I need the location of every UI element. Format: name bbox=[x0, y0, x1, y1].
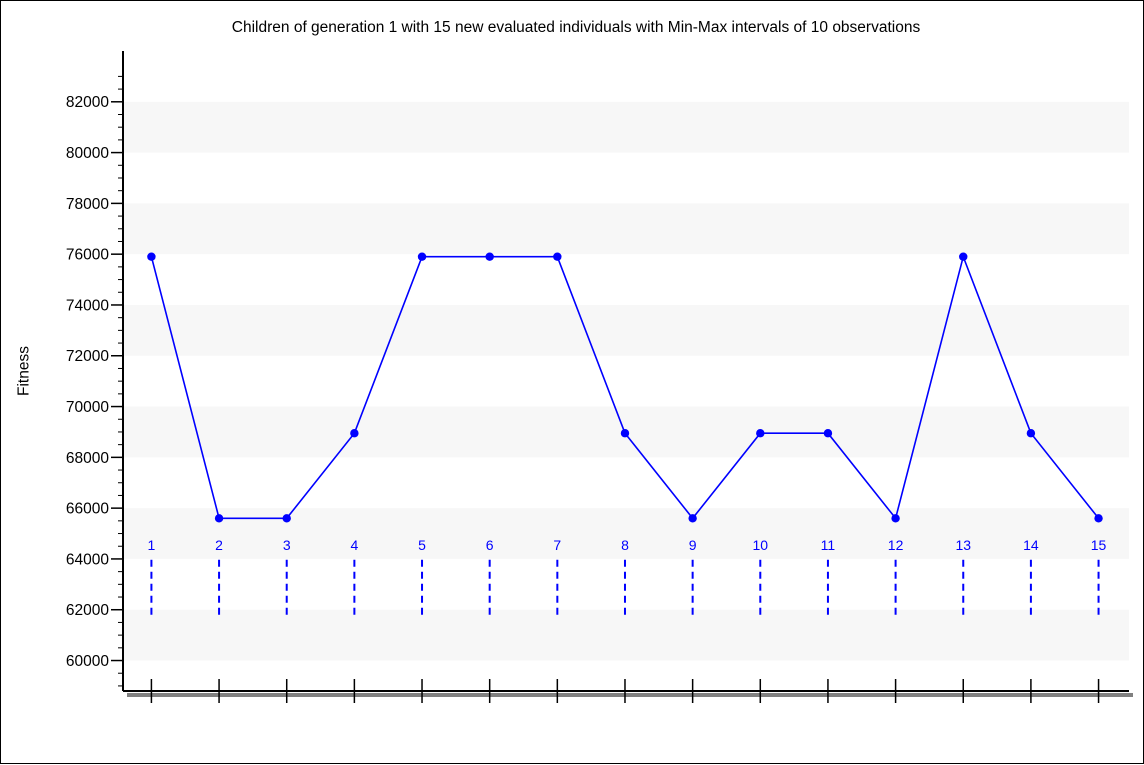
point-label: 7 bbox=[553, 537, 561, 553]
point-label: 14 bbox=[1023, 537, 1039, 553]
point-labels: 1 2 3 4 5 6 7 8 9 10 11 12 13 14 15 bbox=[148, 537, 1107, 553]
grid-band bbox=[123, 304, 1129, 356]
y-tick-label: 66000 bbox=[66, 501, 109, 518]
point-label: 8 bbox=[621, 537, 629, 553]
point-label: 6 bbox=[486, 537, 494, 553]
data-point bbox=[1026, 429, 1036, 438]
y-tick-label: 68000 bbox=[66, 450, 109, 467]
data-point bbox=[214, 514, 224, 523]
point-label: 4 bbox=[350, 537, 358, 553]
y-axis-ticks: 60000 62000 64000 66000 68000 70000 72000 74000… bbox=[66, 75, 123, 687]
grid-bands bbox=[123, 101, 1129, 661]
data-point bbox=[1094, 514, 1103, 523]
grid-band bbox=[123, 609, 1129, 661]
chart-title: Children of generation 1 with 15 new eva… bbox=[232, 19, 921, 36]
grid-band bbox=[123, 101, 1129, 153]
point-label: 15 bbox=[1091, 537, 1107, 553]
y-tick-label: 62000 bbox=[66, 602, 109, 619]
x-axis-ticks bbox=[150, 679, 1100, 703]
y-tick-label: 74000 bbox=[66, 297, 109, 314]
point-label: 1 bbox=[148, 537, 156, 553]
grid-band bbox=[123, 508, 1129, 559]
data-point bbox=[823, 429, 833, 438]
y-axis-label: Fitness bbox=[15, 346, 32, 396]
point-label: 3 bbox=[283, 537, 291, 553]
data-point bbox=[891, 514, 900, 523]
point-label: 11 bbox=[821, 537, 836, 553]
point-label: 13 bbox=[955, 537, 971, 553]
y-tick-label: 76000 bbox=[66, 247, 109, 264]
y-tick-label: 82000 bbox=[66, 94, 109, 111]
series-line bbox=[150, 254, 1100, 521]
data-point bbox=[282, 514, 291, 523]
data-point bbox=[620, 429, 630, 438]
data-point bbox=[417, 252, 427, 261]
y-tick-label: 70000 bbox=[66, 399, 109, 416]
point-label: 2 bbox=[215, 537, 223, 553]
min-max-intervals bbox=[150, 556, 1100, 615]
y-tick-label: 72000 bbox=[66, 348, 109, 365]
data-point bbox=[959, 252, 968, 261]
data-point bbox=[756, 429, 765, 438]
y-tick-label: 80000 bbox=[66, 145, 109, 162]
point-label: 10 bbox=[753, 537, 769, 553]
point-label: 12 bbox=[888, 537, 904, 553]
data-point bbox=[485, 252, 494, 261]
y-tick-label: 64000 bbox=[66, 551, 109, 568]
grid-band bbox=[123, 203, 1129, 255]
data-point bbox=[350, 429, 359, 438]
y-tick-label: 78000 bbox=[66, 196, 109, 213]
y-tick-label: 60000 bbox=[66, 653, 109, 670]
data-point bbox=[688, 514, 697, 523]
point-label: 5 bbox=[418, 537, 426, 553]
data-point bbox=[553, 252, 562, 261]
data-point bbox=[147, 252, 156, 261]
point-label: 9 bbox=[689, 537, 697, 553]
fitness-series bbox=[147, 252, 1103, 523]
